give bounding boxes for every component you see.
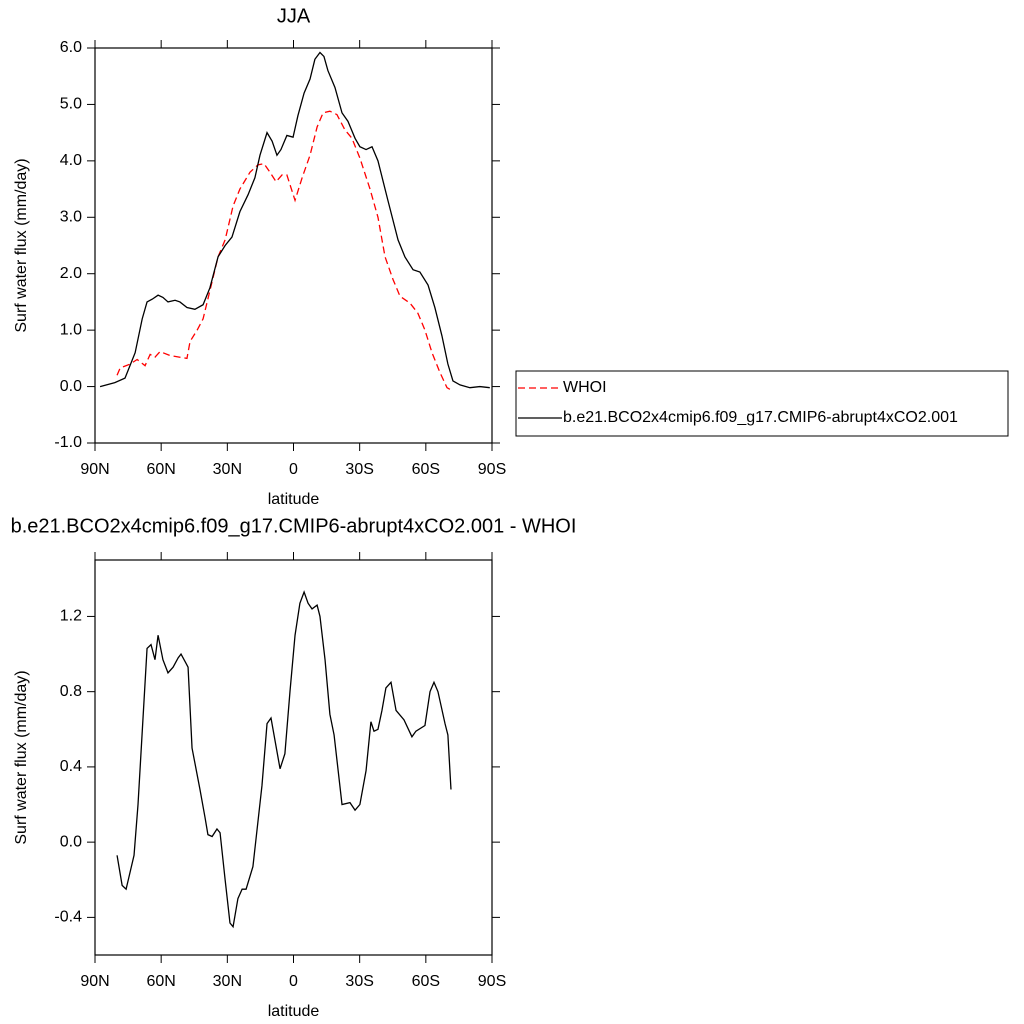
y-tick-label: 0.0 [60, 378, 82, 395]
legend-label: b.e21.BCO2x4cmip6.f09_g17.CMIP6-abrupt4x… [563, 409, 958, 426]
x-tick-label: 90N [80, 973, 109, 990]
chart-title: b.e21.BCO2x4cmip6.f09_g17.CMIP6-abrupt4x… [11, 515, 577, 537]
x-tick-label: 30N [213, 973, 242, 990]
x-tick-label: 60S [412, 461, 440, 478]
x-axis-label: latitude [268, 1003, 320, 1020]
x-tick-label: 30N [213, 461, 242, 478]
y-tick-label: 2.0 [60, 265, 82, 282]
x-tick-label: 60N [146, 973, 175, 990]
x-tick-label: 90S [478, 973, 506, 990]
x-axis-label: latitude [268, 491, 320, 508]
y-axis-label: Surf water flux (mm/day) [13, 158, 30, 332]
data-line [116, 110, 453, 392]
y-tick-label: 1.2 [60, 608, 82, 625]
plot-frame [94, 47, 493, 444]
y-axis-label: Surf water flux (mm/day) [13, 670, 30, 844]
legend-box [515, 370, 1009, 437]
data-line [99, 51, 490, 389]
y-tick-label: 0.0 [60, 833, 82, 850]
x-tick-label: 30S [345, 461, 373, 478]
y-tick-label: 1.0 [60, 321, 82, 338]
legend-label: WHOI [563, 379, 607, 396]
x-tick-label: 30S [345, 973, 373, 990]
y-tick-label: 0.8 [60, 683, 82, 700]
x-tick-label: 0 [289, 461, 298, 478]
y-tick-label: 6.0 [60, 39, 82, 56]
y-tick-label: 4.0 [60, 152, 82, 169]
x-tick-label: 60N [146, 461, 175, 478]
chart-title: JJA [277, 5, 311, 27]
y-tick-label: 5.0 [60, 96, 82, 113]
y-tick-label: -1.0 [54, 434, 82, 451]
data-line [116, 590, 452, 929]
y-tick-label: -0.4 [54, 909, 82, 926]
plot-frame [94, 559, 493, 956]
y-tick-label: 3.0 [60, 209, 82, 226]
x-tick-label: 90N [80, 461, 109, 478]
x-tick-label: 90S [478, 461, 506, 478]
x-tick-label: 60S [412, 973, 440, 990]
y-tick-label: 0.4 [60, 758, 82, 775]
x-tick-label: 0 [289, 973, 298, 990]
